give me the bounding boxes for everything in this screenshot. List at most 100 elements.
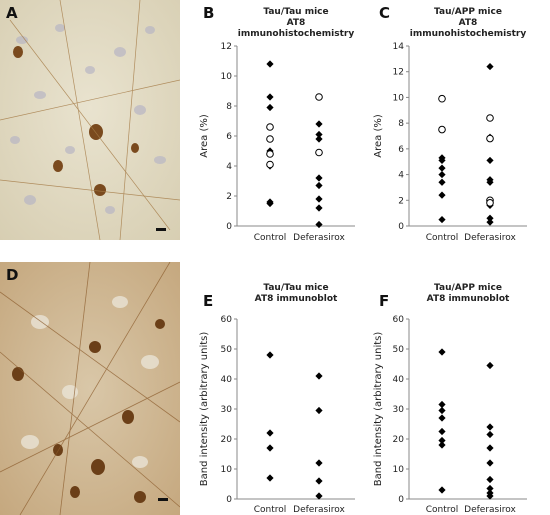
chart-c-title-line-1: AT8: [459, 18, 478, 28]
chart-b-point-diamond: [315, 120, 323, 128]
chart-e: Tau/Tau mice AT8 immunoblot 0 10 20 30 40 50 60 B…: [195, 283, 370, 515]
panel-label-d: D: [6, 266, 19, 284]
chart-b-y-tick-label: 2: [226, 192, 232, 202]
chart-f-point-diamond: [438, 436, 446, 445]
chart-f-y-tick-label: 60: [393, 315, 405, 325]
chart-b-point-diamond: [266, 103, 274, 112]
chart-c-point-diamond: [438, 164, 446, 172]
chart-e-point-diamond: [315, 477, 323, 485]
chart-c-y-tick-label: 14: [393, 42, 405, 52]
chart-b-y-tick-label: 12: [221, 42, 232, 52]
chart-c-point-circle: [486, 134, 494, 143]
chart-c-category-label: Deferasirox: [464, 233, 516, 243]
chart-b-point-diamond: [315, 174, 323, 182]
panel-label-a: A: [6, 4, 18, 22]
chart-b-point-diamond: [315, 195, 323, 203]
chart-b-y-tick-label: 4: [226, 162, 232, 172]
chart-b-title-line-0: Tau/Tau mice: [263, 7, 328, 17]
chart-f-point-diamond: [486, 423, 494, 431]
chart-f-y-tick-label: 50: [393, 345, 405, 355]
chart-c-point-circle: [438, 94, 446, 103]
chart-c-y-tick-label: 2: [398, 196, 404, 206]
chart-c-point-diamond: [486, 214, 494, 222]
chart-b-point-diamond: [266, 60, 274, 68]
chart-b-y-tick-label: 0: [226, 222, 232, 232]
chart-f-point-diamond: [486, 444, 494, 452]
chart-f-point-diamond: [438, 348, 446, 356]
chart-c-point-diamond: [438, 178, 446, 186]
chart-e-category-label: Deferasirox: [293, 505, 345, 515]
chart-e-y-tick-label: 30: [221, 405, 233, 415]
chart-b-point-circle: [266, 123, 274, 131]
chart-e-y-tick-label: 50: [221, 345, 233, 355]
chart-b-point-diamond: [315, 130, 323, 139]
chart-c-y-tick-label: 10: [393, 93, 405, 103]
chart-c-point-circle: [438, 125, 446, 134]
chart-e-point-diamond: [266, 444, 274, 452]
chart-e-point-diamond: [266, 351, 274, 359]
chart-c-category-label: Control: [426, 233, 459, 243]
chart-e-point-diamond: [315, 459, 323, 467]
chart-c: Tau/APP mice AT8 immunohistochemistry 0 2 4 6 8…: [371, 0, 546, 250]
chart-f-title-line-0: Tau/APP mice: [434, 283, 502, 293]
chart-b-point-circle: [266, 135, 274, 143]
chart-f-point-diamond: [486, 361, 494, 370]
chart-b-title-line-1: AT8: [287, 18, 306, 28]
chart-f-category-label: Control: [426, 505, 459, 515]
micrograph-d-image: [0, 262, 180, 515]
chart-c-point-diamond: [438, 215, 446, 224]
chart-c-point-circle: [486, 114, 494, 122]
chart-e-category-label: Control: [254, 505, 287, 515]
micrograph-d: [0, 262, 180, 515]
chart-f-point-diamond: [486, 459, 494, 467]
chart-e-point-diamond: [315, 406, 323, 415]
chart-c-point-diamond: [486, 156, 494, 165]
chart-c-y-tick-label: 8: [398, 119, 404, 129]
chart-e-point-diamond: [266, 474, 274, 482]
panel-label-c: C: [379, 4, 391, 22]
chart-f-y-tick-label: 30: [393, 405, 405, 415]
chart-f-point-diamond: [486, 430, 494, 439]
chart-c-title-line-2: immunohistochemistry: [410, 29, 527, 39]
chart-b-title-line-2: immunohistochemistry: [238, 29, 355, 39]
panel-label-f: F: [379, 292, 390, 310]
chart-c-y-tick-label: 4: [398, 171, 404, 181]
chart-f-y-tick-label: 10: [393, 465, 405, 475]
chart-c-y-label: Area (%): [373, 114, 384, 158]
chart-b-y-tick-label: 10: [221, 72, 233, 82]
chart-f-y-tick-label: 40: [393, 375, 405, 385]
chart-f-point-diamond: [486, 484, 494, 493]
chart-c-point-circle: [486, 199, 494, 207]
chart-e-y-tick-label: 20: [221, 435, 233, 445]
chart-b: Tau/Tau mice AT8 immunohistochemistry 0 2 4 6 8…: [195, 0, 370, 250]
chart-e-title-line-1: AT8 immunoblot: [255, 294, 338, 304]
chart-f-y-tick-label: 20: [393, 435, 405, 445]
chart-b-point-circle: [315, 148, 323, 157]
chart-f-y-label: Band intensity (arbitrary units): [373, 332, 384, 487]
chart-b-point-diamond: [315, 135, 323, 143]
chart-f-category-label: Deferasirox: [464, 505, 516, 515]
chart-e-y-tick-label: 0: [226, 495, 232, 505]
chart-f-point-diamond: [438, 441, 446, 449]
chart-e-y-tick-label: 10: [221, 465, 233, 475]
chart-f-point-diamond: [438, 400, 446, 409]
chart-b-point-diamond: [266, 93, 274, 101]
chart-e-point-diamond: [315, 372, 323, 380]
chart-f-point-diamond: [438, 414, 446, 422]
chart-e-y-tick-label: 40: [221, 375, 233, 385]
chart-e-title-line-0: Tau/Tau mice: [263, 283, 328, 293]
chart-c-y-tick-label: 0: [398, 222, 404, 232]
chart-f-point-diamond: [486, 492, 494, 500]
chart-b-category-label: Deferasirox: [293, 233, 345, 243]
chart-c-point-diamond: [486, 178, 494, 186]
chart-f-point-diamond: [438, 406, 446, 415]
chart-c-point-diamond: [438, 191, 446, 199]
chart-c-y-tick-label: 6: [398, 145, 404, 155]
chart-b-point-circle: [315, 93, 323, 101]
chart-f-point-diamond: [486, 475, 494, 484]
chart-e-y-tick-label: 60: [221, 315, 233, 325]
